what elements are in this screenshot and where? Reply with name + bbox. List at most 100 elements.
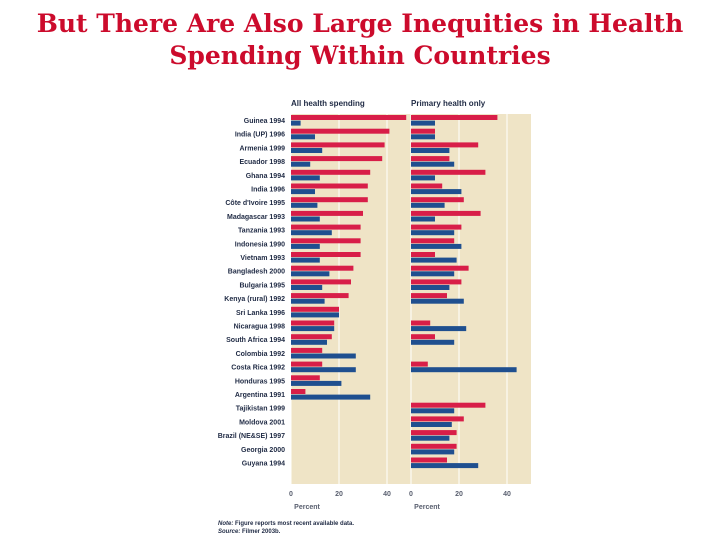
bar-rich-1-13: [291, 293, 349, 299]
category-label-3: Ecuador 1998: [239, 159, 285, 166]
bar-rich-1-18: [291, 361, 323, 367]
bar-poor-1-4: [291, 175, 320, 181]
bar-rich-2-10: [411, 252, 435, 257]
bar-rich-1-4: [291, 169, 371, 175]
footnote-source-label: Source:: [218, 529, 241, 535]
bar-rich-2-6: [411, 197, 464, 203]
bar-poor-1-6: [291, 202, 318, 208]
bar-rich-2-7: [411, 210, 481, 216]
category-label-24: Georgia 2000: [241, 447, 285, 454]
bar-rich-1-2: [291, 142, 385, 148]
bar-poor-2-16: [411, 339, 455, 345]
bar-rich-2-12: [411, 279, 462, 285]
bar-poor-2-0: [411, 120, 435, 126]
footnote-source-text: Filmer 2003b.: [240, 529, 281, 535]
bar-poor-1-17: [291, 353, 356, 359]
tick-label-2-20: 20: [455, 491, 463, 498]
bar-rich-1-12: [291, 279, 351, 285]
category-label-5: India 1996: [251, 187, 285, 194]
category-label-7: Madagascar 1993: [227, 214, 285, 221]
bar-poor-2-8: [411, 230, 455, 236]
bar-rich-2-24: [411, 443, 457, 449]
category-label-1: India (UP) 1996: [235, 132, 285, 139]
bar-poor-2-15: [411, 326, 467, 332]
footnote-note-text: Figure reports most recent available dat…: [233, 521, 355, 527]
bar-rich-1-16: [291, 334, 332, 340]
bar-rich-2-23: [411, 430, 457, 436]
bar-poor-2-6: [411, 202, 445, 208]
bar-rich-1-19: [291, 375, 320, 381]
bar-rich-1-15: [291, 320, 335, 326]
bar-rich-2-5: [411, 183, 443, 189]
bar-poor-1-9: [291, 243, 320, 249]
category-label-13: Kenya (rural) 1992: [224, 296, 285, 303]
bar-rich-1-9: [291, 238, 361, 244]
footnote-note-label: Note:: [218, 521, 234, 527]
bar-rich-2-18: [411, 361, 428, 367]
bar-rich-2-2: [411, 142, 479, 148]
category-label-16: South Africa 1994: [226, 337, 285, 344]
bar-rich-2-1: [411, 128, 435, 134]
bar-poor-2-22: [411, 422, 452, 427]
category-label-10: Vietnam 1993: [240, 255, 285, 262]
bar-poor-1-11: [291, 271, 330, 277]
bar-rich-1-20: [291, 389, 306, 394]
title-line-2: Spending Within Countries: [169, 41, 551, 70]
category-label-23: Brazil (NE&SE) 1997: [218, 433, 285, 440]
bar-poor-2-11: [411, 271, 455, 277]
bar-rich-1-5: [291, 183, 368, 189]
bar-poor-2-2: [411, 148, 450, 153]
tick-label-2-40: 40: [503, 491, 511, 498]
category-label-9: Indonesia 1990: [235, 241, 285, 248]
bar-rich-2-11: [411, 265, 469, 271]
bar-rich-2-4: [411, 169, 486, 175]
bar-poor-2-4: [411, 175, 435, 181]
bar-poor-1-10: [291, 257, 320, 263]
category-label-12: Bulgaria 1995: [239, 282, 285, 289]
bar-poor-2-25: [411, 463, 479, 469]
footnote-note: Note: Figure reports most recent availab…: [218, 520, 354, 528]
bar-poor-2-1: [411, 134, 435, 140]
title-line-1: But There Are Also Large Inequities in H…: [36, 9, 684, 38]
bar-poor-2-9: [411, 243, 462, 249]
bar-rich-2-3: [411, 156, 450, 162]
axis-label-2: Percent: [414, 504, 440, 511]
category-label-19: Honduras 1995: [235, 378, 285, 385]
tick-label-1-20: 20: [335, 491, 343, 498]
bar-rich-1-0: [291, 115, 407, 120]
bar-poor-1-2: [291, 148, 323, 153]
bar-rich-2-15: [411, 320, 431, 326]
bar-poor-1-14: [291, 312, 339, 318]
panel-title-2: Primary health only: [411, 99, 486, 108]
bar-rich-1-8: [291, 224, 361, 230]
chart-footnote: Note: Figure reports most recent availab…: [218, 520, 354, 536]
bar-poor-2-7: [411, 216, 435, 222]
category-label-15: Nicaragua 1998: [234, 324, 285, 331]
category-label-11: Bangladesh 2000: [228, 269, 285, 276]
bar-poor-1-1: [291, 134, 315, 140]
tick-label-1-0: 0: [289, 491, 293, 498]
bar-rich-2-13: [411, 293, 447, 299]
bar-rich-1-10: [291, 252, 361, 257]
category-label-20: Argentina 1991: [235, 392, 285, 399]
category-label-22: Moldova 2001: [239, 419, 285, 426]
slide-title: But There Are Also Large Inequities in H…: [0, 8, 720, 72]
category-label-0: Guinea 1994: [244, 118, 285, 125]
bar-rich-2-0: [411, 115, 498, 120]
bar-poor-1-12: [291, 285, 323, 290]
bar-poor-2-10: [411, 257, 457, 263]
bar-poor-2-12: [411, 285, 450, 290]
category-label-4: Ghana 1994: [246, 173, 285, 180]
bar-poor-2-21: [411, 408, 455, 414]
bar-poor-1-19: [291, 380, 342, 386]
bar-rich-2-16: [411, 334, 435, 340]
bar-poor-2-13: [411, 298, 464, 304]
bar-rich-1-1: [291, 128, 390, 134]
bar-rich-2-22: [411, 416, 464, 422]
bar-poor-2-23: [411, 435, 450, 441]
category-label-8: Tanzania 1993: [238, 228, 285, 235]
bar-poor-1-13: [291, 298, 325, 304]
category-label-21: Tajikistan 1999: [236, 406, 285, 413]
bar-rich-1-7: [291, 210, 363, 216]
